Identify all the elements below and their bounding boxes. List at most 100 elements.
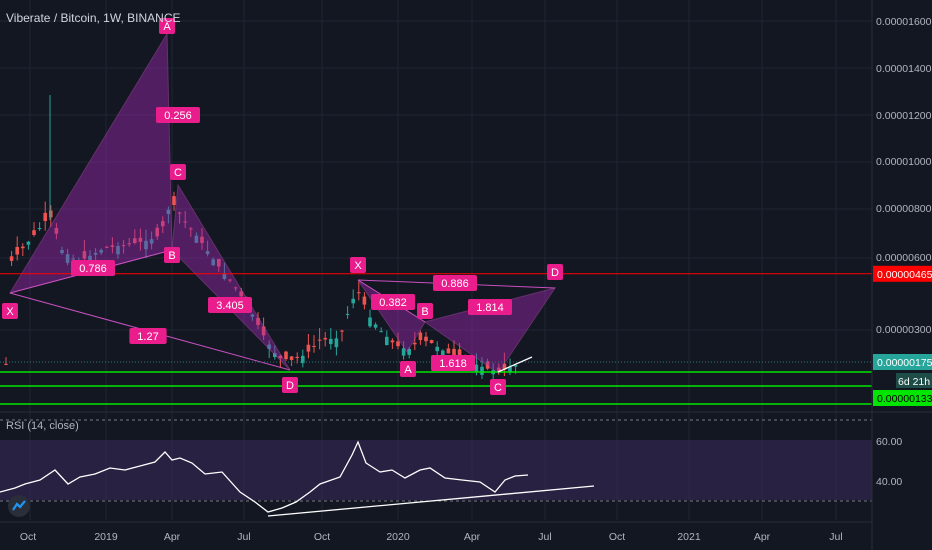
candle-body [82,251,87,259]
countdown-label: 6d 21h [898,376,930,388]
pattern-label-0-382: 0.382 [379,297,407,309]
candle-body [497,367,501,372]
time-tick-label: 2021 [677,531,701,543]
rsi-tick-label: 40.00 [876,476,902,488]
candle-body [211,259,215,266]
pattern-label-box [282,377,298,393]
candle-body [26,241,31,245]
pattern-label-box [433,275,477,291]
candle-body [65,254,70,263]
candle-body [267,344,271,349]
pattern-labels: A 0.256 C 0.786 B X 3.405 1.27 D X 0.886 D 0.382 B 1.8… [2,18,563,395]
candle-body [15,246,19,255]
pattern-label-a: A [404,364,412,376]
candle-body [441,350,445,358]
candle-body [385,336,389,346]
candle-body [250,314,255,317]
candle-body [446,348,451,354]
candle-body [396,341,400,347]
candle-body [110,245,115,247]
candle-body [306,344,311,352]
candle-body [452,348,456,356]
candle-body [88,255,92,263]
candle-body [323,337,327,340]
time-tick-label: Oct [609,531,625,543]
candle-body [71,258,75,260]
candle-body [278,355,283,359]
time-axis: Oct 2019 Apr Jul Oct 2020 Apr Jul Oct 2021 Apr Jul [0,521,872,543]
candle-body [390,340,395,343]
candle-body [289,356,294,360]
candle-body [183,221,187,223]
grid-lines [0,0,872,520]
candle-body [161,221,165,227]
candle-body [351,298,355,304]
candle-body [155,227,159,237]
candle-body [205,251,210,255]
candle-body [334,338,339,348]
candle-body [21,246,25,249]
pattern-label-a: A [163,21,171,33]
rsi-band [0,440,872,500]
rsi-axis: 60.00 40.00 [876,436,902,488]
pattern-label-box [159,18,175,34]
pattern-label-0-256: 0.256 [164,110,192,122]
pattern-label-box [164,247,180,263]
pattern-label-box [468,299,512,315]
candle-body [407,349,411,355]
candle-body [513,365,518,367]
candle-body [228,279,232,281]
pattern-label-1-27: 1.27 [137,331,158,343]
candle-body [233,287,238,289]
price-tick-label: 0.00001400 [876,63,932,75]
candle-body [49,210,53,218]
pattern-label-d: D [286,380,294,392]
candle-body [144,240,148,250]
candle-body [345,313,350,315]
pattern-label-box [170,164,186,180]
candle-body [194,235,199,243]
time-tick-label: Apr [164,531,181,543]
candle-body [379,331,383,333]
trendline-price [497,356,533,373]
rsi-trendline [267,485,595,517]
candle-body [413,342,417,345]
candle-body [401,348,406,356]
price-tick-label: 0.00000300 [876,324,932,336]
pattern-label-box [400,361,416,377]
pattern-label-box [208,297,252,313]
candle-body [149,239,154,244]
candle-body [217,258,221,267]
time-tick-label: Oct [20,531,36,543]
pattern-label-b: B [168,250,175,262]
pattern-label-c: C [494,382,502,394]
time-tick-label: Oct [314,531,330,543]
candle-body [508,367,512,373]
pattern-label-box [371,294,415,310]
price-tick-label: 0.00001000 [876,156,932,168]
candle-body [284,351,288,360]
candle-body [166,209,171,214]
candle-body [32,230,36,235]
candle-body [239,291,243,297]
time-tick-label: Jul [237,531,250,543]
pattern-label-box [2,303,18,319]
price-tick-label: 0.00000800 [876,203,932,215]
candle-body [138,237,143,242]
time-tick-label: 2020 [386,531,410,543]
candle-body [502,363,507,370]
candle-body [133,238,137,244]
tradingview-logo-icon [8,495,30,517]
pattern-label-0-786: 0.786 [79,263,107,275]
price-tick-label: 0.00001200 [876,110,932,122]
candle-body [60,250,64,254]
candle-body [362,296,367,305]
pattern-label-box [71,260,115,276]
harmonic-patterns [8,32,557,374]
candle-body [261,326,266,336]
pattern-label-b: B [421,306,428,318]
candle-body [329,338,333,345]
candle-body [177,212,182,214]
chart-title: Viberate / Bitcoin, 1W, BINANCE [6,11,181,25]
